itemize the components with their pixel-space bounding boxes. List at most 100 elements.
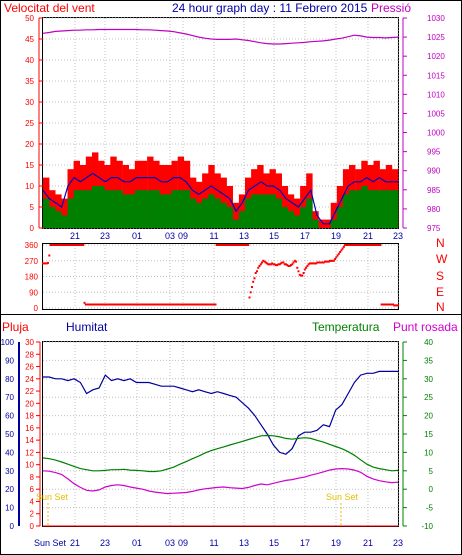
temperature-ytick-label: -10 [421, 522, 433, 531]
direction-point [49, 244, 52, 246]
pressure-ytick-label: 1030 [427, 14, 445, 23]
direction-point [205, 303, 208, 306]
pressure-ytick-label: 995 [427, 148, 441, 157]
wind-xtick-label: 15 [269, 231, 279, 241]
pressure-ytick-label: 1015 [427, 71, 445, 80]
direction-point [167, 303, 170, 306]
temperature-line [42, 434, 399, 473]
direction-point [274, 264, 277, 267]
direction-point [130, 303, 133, 306]
temperature-ytick-label: 10 [424, 448, 433, 457]
direction-point [256, 270, 258, 273]
direction-point [285, 263, 287, 266]
direction-point [183, 303, 185, 306]
direction-point [63, 244, 66, 246]
wind-ytick-label: 0 [30, 224, 35, 233]
direction-point [203, 303, 206, 306]
direction-point [74, 244, 77, 246]
wind-xtick-label: 01 [132, 231, 142, 241]
direction-point [211, 303, 214, 306]
direction-point [369, 244, 372, 246]
direction-point [42, 262, 44, 265]
direction-point [159, 303, 162, 306]
direction-point [339, 251, 342, 253]
direction-point [317, 261, 320, 264]
direction-point [257, 266, 260, 269]
wind-xtick-label: 23 [393, 231, 403, 241]
compass-label: N [436, 236, 445, 250]
direction-point [251, 286, 253, 288]
direction-point [181, 303, 184, 306]
direction-point [69, 244, 72, 246]
direction-point [268, 263, 271, 266]
direction-point [392, 303, 394, 306]
rain-ytick-label: 30 [25, 338, 34, 347]
wind-speed-bar [330, 219, 338, 228]
wind-speed-bar [147, 190, 154, 228]
direction-point [263, 260, 266, 263]
direction-point [178, 303, 180, 306]
direction-point [296, 266, 299, 269]
direction-point [91, 303, 94, 306]
wind-speed-bar [238, 211, 246, 228]
wind-xtick-label: 09 [178, 231, 188, 241]
wind-speed-bar [92, 186, 99, 228]
direction-point [110, 303, 112, 306]
direction-point [346, 244, 349, 246]
dewpoint-line [42, 467, 399, 495]
humidity-line [43, 370, 398, 455]
direction-point [184, 303, 187, 306]
wind-speed-bar [275, 198, 282, 228]
wind-speed-bar [379, 190, 386, 228]
temperature-ytick-label: 30 [424, 375, 433, 384]
direction-point [240, 244, 243, 246]
rain-ytick-label: 14 [25, 436, 34, 445]
humidity-ytick-label: 100 [1, 338, 15, 347]
direction-point [331, 259, 334, 262]
direction-ytick-label: 270 [25, 257, 39, 266]
direction-point [160, 303, 163, 306]
direction-point [112, 303, 115, 306]
wind-speed-bar [128, 194, 136, 228]
direction-point [390, 303, 393, 306]
direction-point [89, 303, 92, 306]
wind-speed-bar [306, 198, 313, 228]
direction-point [150, 303, 153, 306]
direction-point [60, 244, 63, 246]
pressure-label: Pressió [371, 1, 411, 15]
direction-point [87, 303, 90, 306]
direction-point [97, 303, 100, 306]
humidity-xtick-label: 17 [300, 538, 310, 548]
wind-speed-bar [342, 194, 350, 228]
direction-point [217, 244, 219, 246]
direction-point [233, 244, 236, 246]
rain-ytick-label: 8 [30, 473, 35, 482]
sunset-label-right: Sun Set [326, 492, 359, 502]
humidity-xtick-label: 13 [239, 538, 249, 548]
chart-title: 24 hour graph day : 11 Febrero 2015 [172, 1, 368, 15]
direction-point [278, 263, 281, 266]
direction-point [298, 273, 301, 276]
humidity-label: Humitat [66, 320, 108, 334]
wind-ytick-label: 20 [25, 140, 34, 149]
temperature-ytick-label: 0 [429, 485, 434, 494]
direction-point [175, 303, 178, 306]
direction-point [375, 244, 378, 246]
direction-point [355, 244, 358, 246]
direction-point [92, 303, 95, 306]
direction-point [258, 265, 261, 267]
direction-point [305, 266, 308, 269]
wind-plot: 0510152025303540455097598098599099510001… [25, 14, 445, 241]
wind-speed-bar [183, 190, 191, 228]
direction-point [288, 265, 291, 267]
direction-point [161, 303, 164, 306]
direction-point [73, 244, 76, 246]
direction-point [98, 303, 101, 306]
pressure-ytick-label: 1010 [427, 90, 445, 99]
rain-ytick-label: 22 [25, 387, 34, 396]
wind-ytick-label: 30 [25, 98, 34, 107]
direction-point [385, 303, 388, 306]
direction-point [320, 261, 323, 264]
direction-point [215, 244, 218, 246]
wind-speed-bar [98, 186, 105, 228]
